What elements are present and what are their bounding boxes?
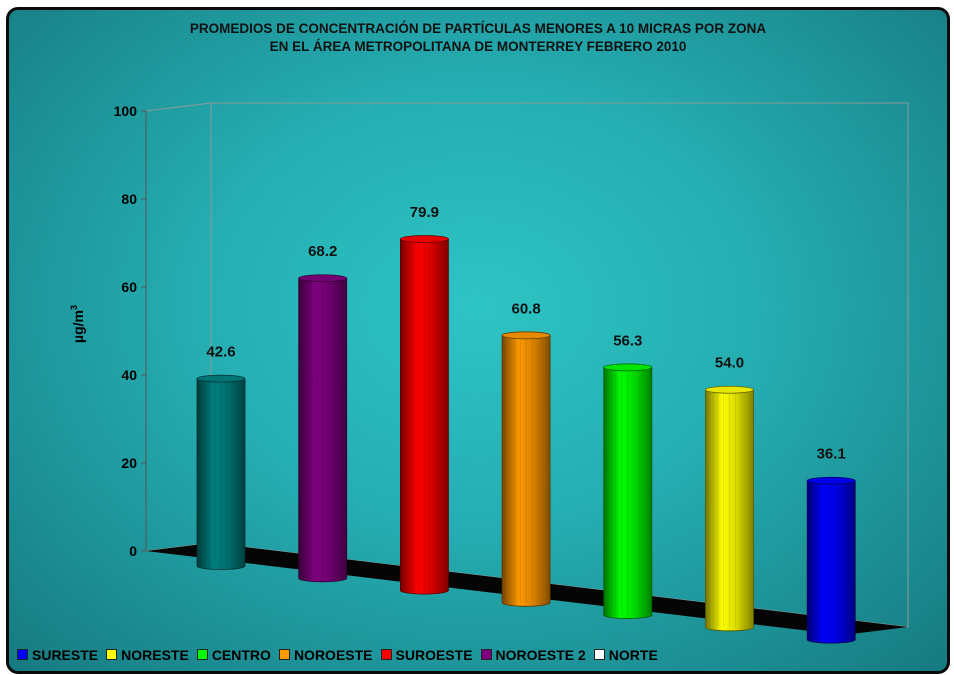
legend: SURESTE NORESTE CENTRO NOROESTE SUROESTE NORO… — [17, 647, 666, 663]
chart-title-line-1: PROMEDIOS DE CONCENTRACIÓN DE PARTÍCULAS… — [189, 21, 767, 36]
value-label-4: 60.8 — [511, 300, 540, 317]
value-label-1: 42.6 — [206, 344, 235, 361]
legend-swatch — [196, 649, 208, 660]
value-label-7: 36.1 — [817, 446, 846, 463]
legend-item-1: SURESTE — [17, 647, 98, 663]
plot-area: 0 20 40 60 80 100 42.6 68.2 79.9 60.8 56.3 54.0 36.… — [69, 102, 909, 644]
legend-label: NOROESTE — [293, 647, 373, 663]
legend-label: NORESTE — [121, 647, 189, 663]
legend-item-3: CENTRO — [196, 647, 271, 663]
y-tick-label: 20 — [121, 455, 137, 471]
bar-3 — [399, 235, 449, 595]
chart-title-line-2: EN EL ÁREA METROPOLITANA DE MONTERREY FE… — [269, 39, 687, 54]
legend-label: NOROESTE 2 — [495, 647, 586, 663]
value-label-5: 56.3 — [613, 332, 642, 349]
value-labels: 42.6 68.2 79.9 60.8 56.3 54.0 36.1 — [206, 204, 845, 463]
bar-4 — [501, 331, 551, 607]
y-tick-label: 100 — [114, 103, 138, 119]
bar-5 — [603, 363, 653, 619]
legend-swatch — [593, 649, 605, 660]
legend-item-7: NORTE — [593, 647, 658, 663]
bar-7 — [806, 476, 856, 644]
bars — [196, 235, 856, 644]
chart-frame: PROMEDIOS DE CONCENTRACIÓN DE PARTÍCULAS… — [6, 7, 950, 674]
value-label-6: 54.0 — [715, 355, 744, 372]
y-axis-label: µg/m3 — [69, 305, 86, 343]
bar-1 — [196, 374, 246, 570]
y-tick-label: 80 — [121, 191, 137, 207]
legend-swatch — [106, 649, 118, 660]
legend-swatch — [480, 649, 492, 660]
legend-item-4: NOROESTE — [278, 647, 373, 663]
value-label-2: 68.2 — [308, 243, 337, 260]
legend-item-2: NORESTE — [106, 647, 189, 663]
y-tick-label: 0 — [129, 543, 137, 559]
y-axis: 0 20 40 60 80 100 — [114, 103, 147, 559]
chart-title: PROMEDIOS DE CONCENTRACIÓN DE PARTÍCULAS… — [9, 20, 947, 56]
legend-item-5: SUROESTE — [380, 647, 473, 663]
legend-label: CENTRO — [211, 647, 271, 663]
legend-item-6: NOROESTE 2 — [480, 647, 586, 663]
value-label-3: 79.9 — [410, 204, 439, 221]
y-tick-label: 40 — [121, 367, 137, 383]
legend-label: SUROESTE — [395, 647, 473, 663]
bar-6 — [705, 385, 754, 632]
legend-label: NORTE — [608, 647, 658, 663]
legend-label: SURESTE — [32, 647, 99, 663]
legend-swatch — [278, 649, 290, 660]
y-axis-label-sup: 3 — [69, 305, 79, 310]
legend-swatch — [380, 649, 392, 660]
legend-swatch — [17, 649, 28, 660]
y-axis-label-base: µg/m — [70, 310, 86, 343]
bar-2 — [298, 274, 348, 583]
y-tick-label: 60 — [121, 279, 137, 295]
